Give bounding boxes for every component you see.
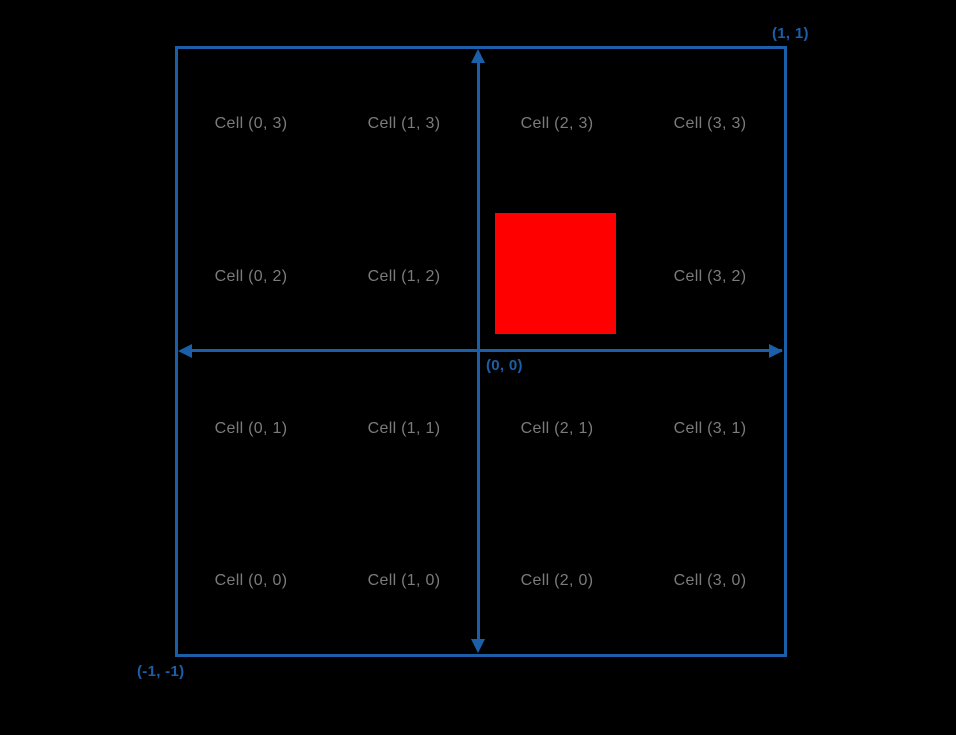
x-axis-left-arrowhead-icon bbox=[178, 344, 192, 358]
y-axis-up-arrowhead-icon bbox=[471, 49, 485, 63]
grid-boundary bbox=[175, 46, 787, 657]
origin-label: (0, 0) bbox=[486, 357, 523, 374]
cell-label-3-1: Cell (3, 1) bbox=[673, 420, 747, 437]
cell-label-0-0: Cell (0, 0) bbox=[214, 572, 288, 589]
cell-label-1-0: Cell (1, 0) bbox=[367, 572, 441, 589]
y-axis bbox=[477, 60, 480, 642]
cell-label-2-3: Cell (2, 3) bbox=[520, 115, 594, 132]
x-axis bbox=[190, 349, 782, 352]
cell-label-2-1: Cell (2, 1) bbox=[520, 420, 594, 437]
cell-label-1-2: Cell (1, 2) bbox=[367, 268, 441, 285]
cell-label-0-1: Cell (0, 1) bbox=[214, 420, 288, 437]
cell-label-3-3: Cell (3, 3) bbox=[673, 115, 747, 132]
corner-label-top-right: (1, 1) bbox=[772, 25, 809, 42]
cell-label-0-2: Cell (0, 2) bbox=[214, 268, 288, 285]
cell-label-2-0: Cell (2, 0) bbox=[520, 572, 594, 589]
cell-label-3-0: Cell (3, 0) bbox=[673, 572, 747, 589]
cell-label-1-3: Cell (1, 3) bbox=[367, 115, 441, 132]
cell-label-3-2: Cell (3, 2) bbox=[673, 268, 747, 285]
highlighted-cell-2-2 bbox=[495, 213, 616, 334]
cell-label-1-1: Cell (1, 1) bbox=[367, 420, 441, 437]
cell-label-0-3: Cell (0, 3) bbox=[214, 115, 288, 132]
x-axis-right-arrowhead-icon bbox=[769, 344, 783, 358]
y-axis-down-arrowhead-icon bbox=[471, 639, 485, 653]
corner-label-bottom-left: (-1, -1) bbox=[137, 663, 185, 680]
